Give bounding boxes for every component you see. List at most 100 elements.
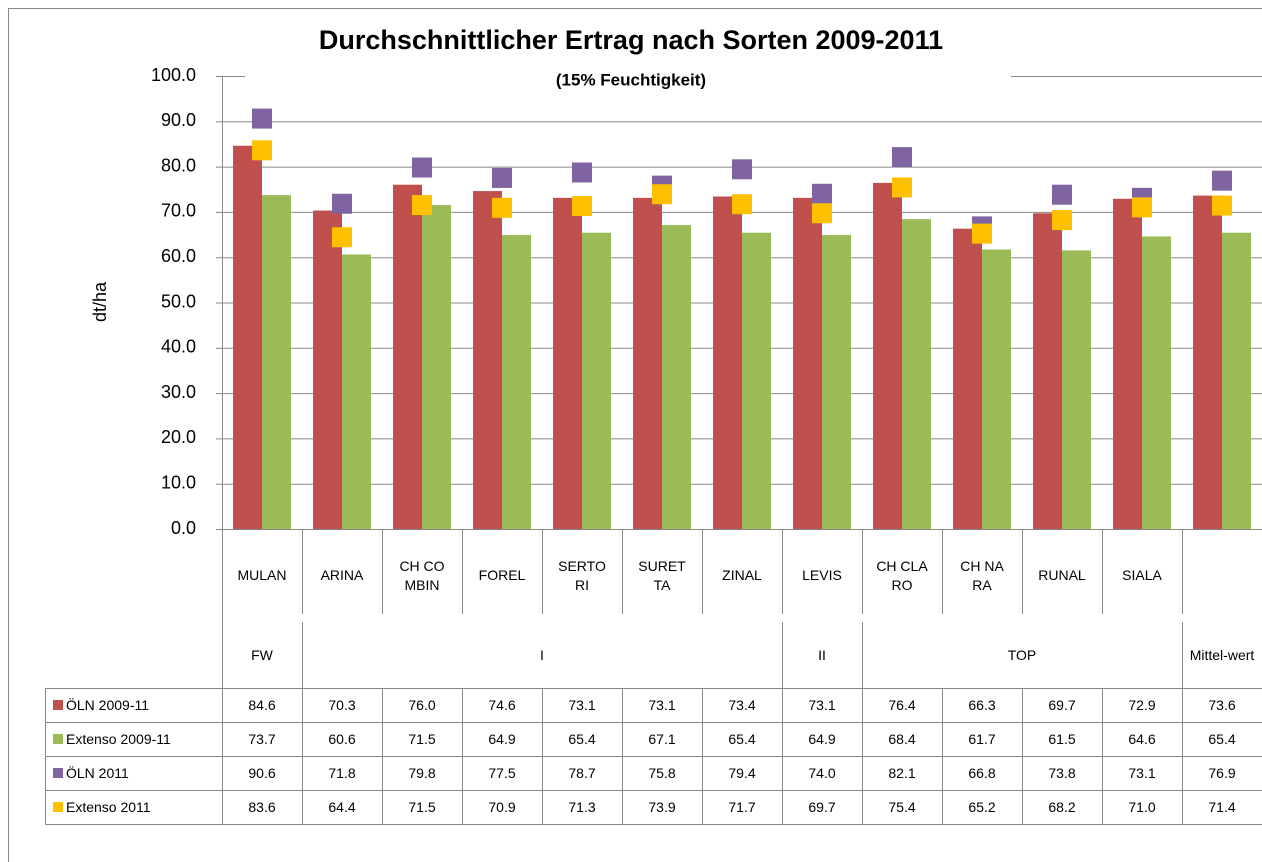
bar xyxy=(393,184,422,529)
marker xyxy=(492,167,512,188)
value-label: 65.4 xyxy=(1208,730,1236,747)
category-label: SURETTA xyxy=(638,557,686,593)
category-label: LEVIS xyxy=(802,567,842,583)
category-label: RUNAL xyxy=(1038,567,1086,583)
bar xyxy=(1193,195,1222,530)
category-label: SIALA xyxy=(1122,567,1162,583)
y-axis-label: dt/ha xyxy=(90,281,110,322)
legend-label: ÖLN 2009-11 xyxy=(66,696,150,713)
value-label: 71.5 xyxy=(408,730,436,747)
marker xyxy=(892,177,912,198)
bar xyxy=(582,232,611,529)
value-label: 65.4 xyxy=(568,730,596,747)
y-tick-label: 40.0 xyxy=(161,337,196,357)
value-label: 76.4 xyxy=(888,696,916,713)
value-label: 64.9 xyxy=(488,730,516,747)
y-tick-label: 100.0 xyxy=(151,65,196,85)
value-label: 71.5 xyxy=(408,798,436,815)
value-label: 90.6 xyxy=(248,764,276,781)
category-label: MULAN xyxy=(237,567,287,583)
y-tick-label: 80.0 xyxy=(161,155,196,175)
marker xyxy=(252,108,272,129)
value-label: 64.6 xyxy=(1128,730,1156,747)
marker xyxy=(892,147,912,168)
bar xyxy=(902,219,931,529)
bar xyxy=(553,197,582,529)
value-label: 75.8 xyxy=(648,764,676,781)
legend-entry: ÖLN 2009-11 xyxy=(45,688,222,722)
bar xyxy=(502,235,531,530)
category-label: ZINAL xyxy=(722,567,762,583)
marker xyxy=(332,227,352,248)
value-label: 83.6 xyxy=(248,798,276,815)
value-label: 71.0 xyxy=(1128,798,1156,815)
value-label: 71.4 xyxy=(1208,798,1236,815)
marker xyxy=(1052,210,1072,231)
y-tick-label: 10.0 xyxy=(161,472,196,492)
value-label: 76.9 xyxy=(1208,764,1236,781)
category-label: CH COMBIN xyxy=(399,557,445,593)
chart-subtitle: (15% Feuchtigkeit) xyxy=(556,70,706,89)
value-label: 64.9 xyxy=(808,730,836,747)
group-label: FW xyxy=(251,646,273,663)
value-label: 73.6 xyxy=(1208,696,1236,713)
y-tick-label: 70.0 xyxy=(161,201,196,221)
bar xyxy=(982,249,1011,529)
y-tick-label: 90.0 xyxy=(161,110,196,130)
category-label: ARINA xyxy=(320,567,364,583)
legend-entry: ÖLN 2011 xyxy=(45,756,222,790)
y-tick-label: 60.0 xyxy=(161,246,196,266)
bar xyxy=(1062,250,1091,529)
value-label: 84.6 xyxy=(248,696,276,713)
marker xyxy=(1132,197,1152,218)
value-label: 71.8 xyxy=(328,764,356,781)
value-label: 73.9 xyxy=(648,798,676,815)
value-label: 74.0 xyxy=(808,764,836,781)
bar xyxy=(1113,198,1142,529)
title-backdrop xyxy=(245,62,1011,96)
value-label: 79.8 xyxy=(408,764,436,781)
marker xyxy=(332,193,352,214)
bar xyxy=(873,182,902,529)
bar xyxy=(793,197,822,529)
value-label: 64.4 xyxy=(328,798,356,815)
value-label: 79.4 xyxy=(728,764,756,781)
y-tick-label: 20.0 xyxy=(161,427,196,447)
bar xyxy=(422,205,451,530)
bar xyxy=(262,195,291,529)
marker xyxy=(412,195,432,216)
bar xyxy=(1033,213,1062,529)
value-label: 68.2 xyxy=(1048,798,1076,815)
marker xyxy=(732,194,752,215)
value-label: 70.3 xyxy=(328,696,356,713)
category-label: CH CLARO xyxy=(876,557,928,593)
value-label: 61.7 xyxy=(968,730,996,747)
value-label: 69.7 xyxy=(1048,696,1076,713)
legend-label: ÖLN 2011 xyxy=(66,764,129,781)
category-label: FOREL xyxy=(478,567,526,583)
legend-label: Extenso 2009-11 xyxy=(66,730,171,747)
value-label: 73.7 xyxy=(248,730,276,747)
value-label: 66.8 xyxy=(968,764,996,781)
legend-swatch xyxy=(53,768,63,778)
group-label: Mittel-wert xyxy=(1189,646,1255,663)
value-label: 73.1 xyxy=(568,696,596,713)
value-label: 68.4 xyxy=(888,730,916,747)
marker xyxy=(1052,184,1072,205)
marker xyxy=(1212,195,1232,216)
value-label: 73.4 xyxy=(728,696,756,713)
value-label: 75.4 xyxy=(888,798,916,815)
marker xyxy=(812,203,832,224)
value-label: 67.1 xyxy=(648,730,676,747)
bar xyxy=(233,145,262,529)
value-label: 70.9 xyxy=(488,798,516,815)
legend-swatch xyxy=(53,802,63,812)
group-label: TOP xyxy=(1007,646,1037,663)
marker xyxy=(812,183,832,204)
y-tick-label: 50.0 xyxy=(161,291,196,311)
value-label: 69.7 xyxy=(808,798,836,815)
group-label: II xyxy=(818,646,826,663)
y-tick-label: 30.0 xyxy=(161,382,196,402)
